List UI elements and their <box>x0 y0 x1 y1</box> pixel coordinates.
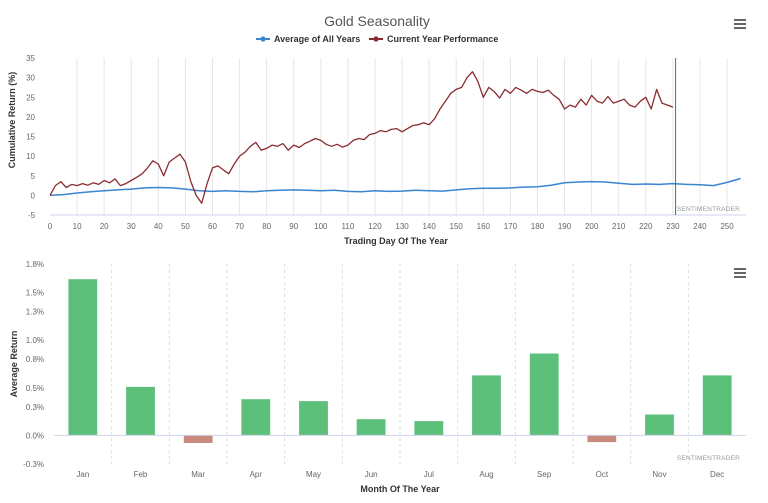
x-tick-label: 90 <box>289 222 298 231</box>
x-tick-label: 130 <box>395 222 409 231</box>
legend-marker-average <box>260 36 266 42</box>
x-tick-label: Feb <box>134 470 148 479</box>
y-tick-label: 0.8% <box>26 355 44 364</box>
y-axis: -5 0 5 10 15 20 25 30 35 <box>26 54 35 220</box>
credit-watermark: SENTIMENTRADER <box>677 206 740 213</box>
x-tick-label: 50 <box>181 222 190 231</box>
y-tick-label: 0.3% <box>26 403 44 412</box>
x-tick-label: Aug <box>479 470 493 479</box>
x-tick-label: 160 <box>477 222 491 231</box>
x-tick-label: Oct <box>596 470 609 479</box>
legend-label-current: Current Year Performance <box>387 34 498 44</box>
y-tick-label: 5 <box>31 172 36 181</box>
x-tick-label: Jul <box>424 470 434 479</box>
x-tick-label: 70 <box>235 222 244 231</box>
x-tick-label: 110 <box>342 222 355 231</box>
y-tick-label: 25 <box>26 93 35 102</box>
y-tick-label: 20 <box>26 113 35 122</box>
y-tick-label: 35 <box>26 54 35 63</box>
monthly-average-return-chart: -0.3% 0.0% 0.3% 0.5% 0.8% 1.0% 1.3% 1.5% 1.8% Ja… <box>9 260 746 494</box>
legend-item-current[interactable]: Current Year Performance <box>369 34 498 44</box>
x-tick-label: Jan <box>76 470 89 479</box>
x-axis: Jan Feb Mar Apr May Jun Jul Aug Sep Oct Nov Dec <box>54 434 746 479</box>
x-tick-label: Apr <box>250 470 263 479</box>
y-tick-label: 1.8% <box>26 260 44 269</box>
y-axis-title: Average Return <box>9 331 19 398</box>
bar-jan[interactable] <box>68 279 98 436</box>
y-axis: -0.3% 0.0% 0.3% 0.5% 0.8% 1.0% 1.3% 1.5% 1.8% <box>23 260 44 469</box>
y-tick-label: -0.3% <box>23 460 44 469</box>
y-tick-label: 0.5% <box>26 384 44 393</box>
x-tick-label: 230 <box>666 222 680 231</box>
x-tick-label: Nov <box>652 470 666 479</box>
credit-watermark: SENTIMENTRADER <box>677 455 740 462</box>
bar-aug[interactable] <box>472 375 501 436</box>
legend[interactable]: Average of All Years Current Year Perfor… <box>256 34 498 44</box>
plot-area <box>68 279 732 443</box>
legend-label-average: Average of All Years <box>274 34 360 44</box>
bar-dec[interactable] <box>702 375 732 436</box>
x-tick-label: 60 <box>208 222 217 231</box>
x-tick-label: Mar <box>191 470 205 479</box>
x-axis: 0 10 20 30 40 50 60 70 80 90 100 110 120 130 140 150 160… <box>48 214 746 231</box>
y-tick-label: -5 <box>28 211 36 220</box>
x-tick-label: 10 <box>73 222 82 231</box>
bar-may[interactable] <box>299 401 328 436</box>
x-tick-label: 40 <box>154 222 163 231</box>
x-tick-label: 150 <box>450 222 464 231</box>
bar-oct[interactable] <box>587 435 617 443</box>
legend-marker-current <box>373 36 379 42</box>
x-tick-label: May <box>306 470 321 479</box>
y-tick-label: 10 <box>26 152 35 161</box>
y-tick-label: 15 <box>26 133 35 142</box>
x-tick-label: 30 <box>127 222 136 231</box>
y-tick-label: 1.5% <box>26 289 44 298</box>
x-tick-label: Jun <box>365 470 378 479</box>
x-tick-label: 120 <box>368 222 382 231</box>
x-tick-label: 240 <box>693 222 707 231</box>
x-axis-title: Month Of The Year <box>360 484 440 494</box>
y-tick-label: 1.0% <box>26 336 44 345</box>
x-tick-label: 180 <box>531 222 545 231</box>
y-tick-label: 1.3% <box>26 308 44 317</box>
x-tick-label: 170 <box>504 222 518 231</box>
hamburger-menu-icon[interactable] <box>734 19 746 29</box>
x-tick-label: 100 <box>314 222 328 231</box>
bar-sep[interactable] <box>529 353 559 436</box>
vertical-gridlines <box>76 58 728 215</box>
x-axis-title: Trading Day Of The Year <box>344 236 448 246</box>
bar-feb[interactable] <box>126 386 155 436</box>
series-line-current[interactable] <box>49 71 674 204</box>
bar-nov[interactable] <box>645 414 674 436</box>
bar-jul[interactable] <box>414 421 444 436</box>
y-tick-label: 30 <box>26 74 35 83</box>
cumulative-return-chart: Gold Seasonality Average of All Years Cu… <box>7 13 746 246</box>
bar-mar[interactable] <box>183 435 213 443</box>
x-tick-label: 190 <box>558 222 572 231</box>
x-tick-label: 200 <box>585 222 599 231</box>
series-line-average[interactable] <box>49 177 741 197</box>
x-tick-label: 0 <box>48 222 53 231</box>
chart-title: Gold Seasonality <box>324 13 430 29</box>
hamburger-menu-icon[interactable] <box>734 268 746 278</box>
x-tick-label: 220 <box>639 222 653 231</box>
x-tick-label: Dec <box>710 470 724 479</box>
vertical-gridlines <box>111 264 689 464</box>
x-tick-label: Sep <box>537 470 552 479</box>
bar-jun[interactable] <box>356 419 386 436</box>
x-tick-label: 210 <box>612 222 626 231</box>
y-tick-label: 0.0% <box>26 431 44 440</box>
x-tick-label: 250 <box>720 222 734 231</box>
x-tick-label: 140 <box>422 222 436 231</box>
y-tick-label: 0 <box>31 191 36 200</box>
x-tick-label: 20 <box>100 222 109 231</box>
legend-item-average[interactable]: Average of All Years <box>256 34 360 44</box>
plot-area <box>49 71 741 204</box>
bar-apr[interactable] <box>241 399 271 436</box>
y-axis-title: Cumulative Return (%) <box>7 72 17 169</box>
x-tick-label: 80 <box>262 222 271 231</box>
